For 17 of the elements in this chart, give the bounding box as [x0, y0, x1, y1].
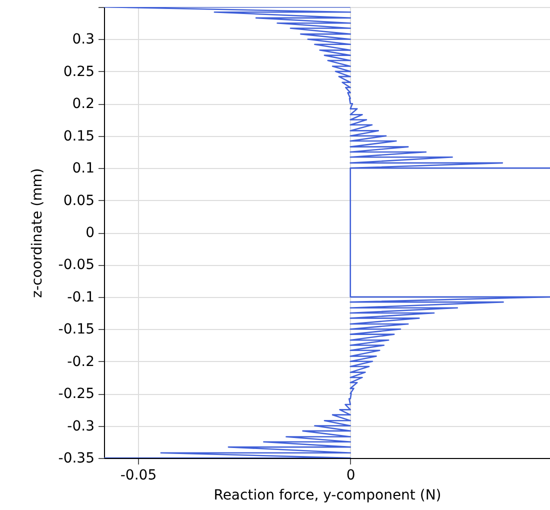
y-tick-label: -0.1: [67, 289, 94, 306]
y-tick-label: 0.15: [63, 128, 94, 144]
y-tick-label: -0.15: [58, 322, 94, 338]
y-tick-label: 0.25: [63, 64, 94, 80]
y-tick-label: 0: [86, 225, 94, 241]
y-tick-label: -0.25: [58, 386, 94, 402]
y-tick-label: 0.1: [72, 160, 94, 177]
line-series: [104, 7, 550, 458]
y-tick-label: -0.35: [58, 450, 94, 466]
y-tick-label: -0.3: [67, 418, 94, 434]
y-axis-title: z-coordinate (mm): [29, 168, 46, 298]
x-axis-title: Reaction force, y-component (N): [214, 488, 442, 504]
y-tick-label: 0.05: [63, 192, 94, 209]
y-tick-label: 0.3: [72, 32, 94, 48]
y-tick-label: -0.05: [58, 257, 94, 274]
y-tick-label: 0.2: [72, 96, 94, 112]
y-tick-label: -0.2: [67, 354, 94, 370]
